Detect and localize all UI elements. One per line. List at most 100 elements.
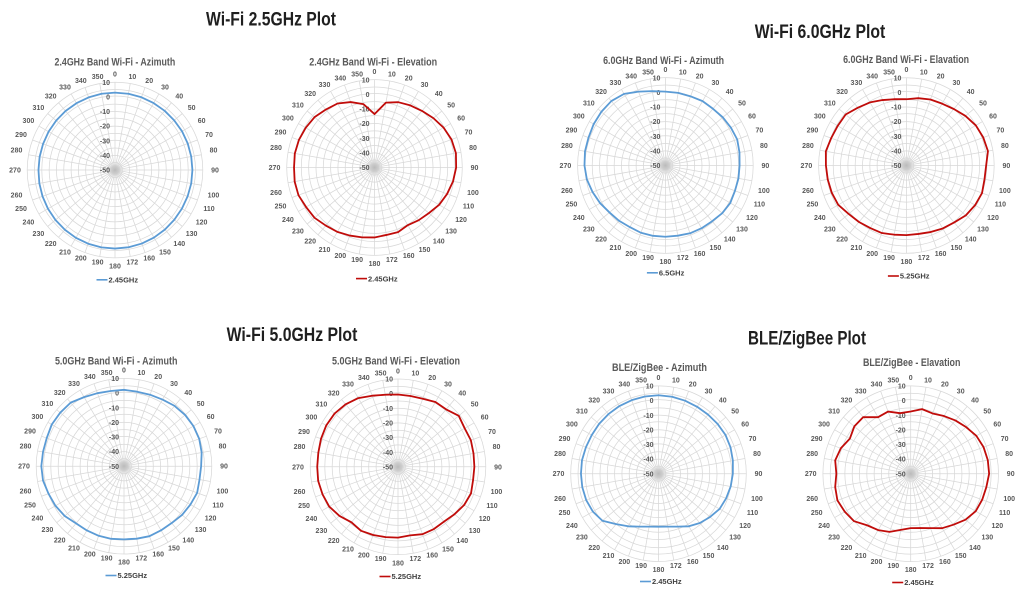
- svg-text:60: 60: [741, 421, 749, 428]
- svg-text:290: 290: [298, 429, 310, 436]
- svg-text:320: 320: [304, 91, 316, 98]
- svg-text:260: 260: [561, 188, 573, 195]
- svg-text:0: 0: [902, 398, 906, 405]
- svg-text:0: 0: [904, 67, 908, 74]
- svg-text:160: 160: [426, 552, 438, 559]
- svg-text:350: 350: [887, 378, 899, 385]
- svg-text:180: 180: [901, 259, 913, 266]
- svg-text:270: 270: [9, 168, 21, 175]
- svg-text:120: 120: [746, 215, 758, 222]
- svg-text:190: 190: [635, 563, 647, 570]
- svg-text:160: 160: [403, 253, 415, 260]
- svg-text:180: 180: [905, 567, 917, 574]
- svg-text:330: 330: [855, 388, 867, 395]
- svg-text:0: 0: [650, 398, 654, 405]
- svg-text:330: 330: [610, 80, 622, 87]
- svg-text:200: 200: [625, 251, 637, 258]
- svg-text:290: 290: [566, 128, 578, 135]
- svg-text:320: 320: [328, 390, 340, 397]
- svg-text:240: 240: [818, 523, 830, 530]
- svg-text:200: 200: [334, 253, 346, 260]
- svg-text:340: 340: [618, 382, 630, 389]
- svg-text:290: 290: [559, 436, 571, 443]
- svg-text:240: 240: [32, 515, 44, 522]
- svg-text:70: 70: [205, 132, 213, 139]
- svg-text:270: 270: [560, 163, 572, 170]
- svg-text:BLE/ZigBee - Elavation: BLE/ZigBee - Elavation: [863, 357, 961, 369]
- svg-text:120: 120: [739, 523, 751, 530]
- svg-text:0: 0: [663, 67, 667, 74]
- svg-text:0: 0: [113, 72, 117, 79]
- svg-text:-20: -20: [891, 119, 901, 126]
- svg-text:310: 310: [824, 100, 836, 107]
- svg-text:0: 0: [396, 368, 400, 375]
- svg-text:40: 40: [435, 91, 443, 98]
- svg-text:150: 150: [419, 247, 431, 254]
- svg-text:10: 10: [411, 371, 419, 378]
- svg-text:70: 70: [465, 130, 473, 137]
- svg-text:10: 10: [924, 378, 932, 385]
- svg-text:-50: -50: [383, 464, 393, 471]
- svg-text:-20: -20: [896, 427, 906, 434]
- svg-text:90: 90: [471, 165, 479, 172]
- svg-text:300: 300: [282, 115, 294, 122]
- svg-text:280: 280: [11, 147, 23, 154]
- svg-text:5.25GHz: 5.25GHz: [118, 571, 148, 580]
- svg-text:110: 110: [212, 502, 223, 509]
- svg-text:60: 60: [207, 414, 215, 421]
- svg-text:270: 270: [269, 165, 281, 172]
- svg-text:130: 130: [445, 229, 457, 236]
- svg-text:200: 200: [75, 256, 87, 263]
- svg-text:90: 90: [1007, 471, 1015, 478]
- svg-text:330: 330: [68, 381, 80, 388]
- svg-text:330: 330: [603, 388, 615, 395]
- svg-text:-50: -50: [100, 168, 110, 175]
- svg-text:120: 120: [455, 217, 467, 224]
- svg-text:30: 30: [444, 381, 452, 388]
- svg-text:5.0GHz Band Wi-Fi - Elevation: 5.0GHz Band Wi-Fi - Elevation: [332, 355, 460, 367]
- svg-text:270: 270: [18, 464, 30, 471]
- svg-text:10: 10: [111, 376, 119, 383]
- svg-text:20: 20: [405, 75, 413, 82]
- svg-text:-30: -30: [896, 442, 906, 449]
- svg-text:50: 50: [188, 105, 196, 112]
- svg-text:140: 140: [965, 237, 977, 244]
- svg-text:140: 140: [456, 538, 468, 545]
- svg-text:210: 210: [59, 249, 71, 256]
- svg-text:10: 10: [679, 69, 687, 76]
- svg-text:110: 110: [999, 510, 1010, 517]
- svg-text:350: 350: [635, 378, 647, 385]
- svg-text:-50: -50: [359, 165, 369, 172]
- svg-text:100: 100: [999, 188, 1011, 195]
- svg-text:340: 340: [866, 73, 878, 80]
- svg-text:160: 160: [152, 552, 164, 559]
- svg-text:150: 150: [442, 546, 454, 553]
- svg-text:310: 310: [583, 100, 595, 107]
- svg-text:6.0GHz Band Wi-Fi - Azimuth: 6.0GHz Band Wi-Fi - Azimuth: [603, 55, 724, 67]
- svg-text:10: 10: [102, 80, 110, 87]
- svg-text:10: 10: [894, 75, 902, 82]
- svg-text:10: 10: [362, 77, 370, 84]
- svg-text:120: 120: [196, 219, 208, 226]
- svg-text:220: 220: [841, 545, 853, 552]
- svg-text:5.25GHz: 5.25GHz: [900, 272, 930, 281]
- svg-text:0: 0: [122, 368, 126, 375]
- svg-text:-40: -40: [359, 150, 369, 157]
- svg-text:130: 130: [195, 527, 207, 534]
- svg-text:240: 240: [566, 523, 578, 530]
- svg-text:60: 60: [748, 113, 756, 120]
- svg-text:160: 160: [143, 256, 155, 263]
- svg-text:-30: -30: [650, 134, 660, 141]
- svg-text:30: 30: [953, 80, 961, 87]
- svg-text:200: 200: [871, 559, 883, 566]
- svg-text:260: 260: [802, 188, 814, 195]
- svg-text:90: 90: [762, 163, 770, 170]
- svg-text:0: 0: [115, 391, 119, 398]
- svg-text:280: 280: [20, 443, 32, 450]
- svg-text:220: 220: [588, 545, 600, 552]
- svg-text:220: 220: [836, 237, 848, 244]
- svg-text:340: 340: [84, 374, 96, 381]
- svg-text:260: 260: [806, 496, 818, 503]
- svg-text:-50: -50: [896, 471, 906, 478]
- svg-text:100: 100: [208, 192, 220, 199]
